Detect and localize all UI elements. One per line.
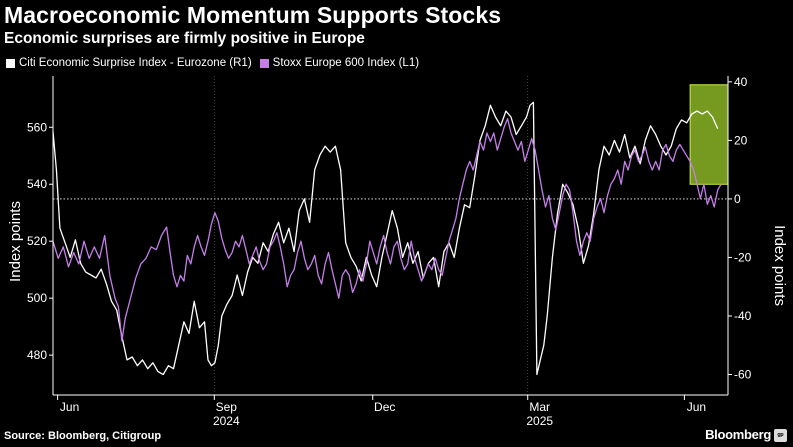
x-month-label: Dec [374,400,395,414]
left-tick-label: 520 [27,234,47,248]
right-tick-label: 0 [734,192,741,206]
right-axis-title: Index points [771,225,788,306]
right-tick-label: -60 [734,368,752,382]
bloomberg-mark-icon: ᵍᵖ [774,429,787,442]
x-month-label: Jun [687,400,706,414]
legend-label-stoxx: Stoxx Europe 600 Index (L1) [272,57,420,69]
legend-item-stoxx: Stoxx Europe 600 Index (L1) [259,57,420,69]
source-note: Source: Bloomberg, Citigroup [4,430,162,442]
left-tick-label: 540 [27,177,47,191]
right-tick-label: -40 [734,309,752,323]
left-tick-label: 560 [27,120,47,134]
left-tick-label: 500 [27,291,47,305]
series-line-stoxx [52,118,722,342]
series-line-citi [52,101,719,376]
right-tick-label: 20 [734,133,748,147]
right-tick-label: -20 [734,250,752,264]
x-month-label: Sep [216,400,238,414]
legend-swatch-stoxx [259,58,269,68]
chart-title: Macroeconomic Momentum Supports Stocks [4,2,502,28]
x-year-label: 2025 [526,414,553,428]
legend-swatch-citi [6,58,15,68]
legend-label-citi: Citi Economic Surprise Index - Eurozone … [19,57,252,69]
chart-subtitle: Economic surprises are firmly positive i… [4,30,365,47]
highlight-box [689,84,729,185]
x-month-label: Jun [60,400,79,414]
bloomberg-logo: Bloomberg [705,427,771,442]
left-axis-title: Index points [7,201,24,282]
x-year-label: 2024 [213,414,240,428]
right-tick-label: 40 [734,75,748,89]
legend: Citi Economic Surprise Index - Eurozone … [6,57,427,69]
x-month-label: Mar [529,400,550,414]
left-tick-label: 480 [27,348,47,362]
legend-item-citi: Citi Economic Surprise Index - Eurozone … [6,57,252,69]
